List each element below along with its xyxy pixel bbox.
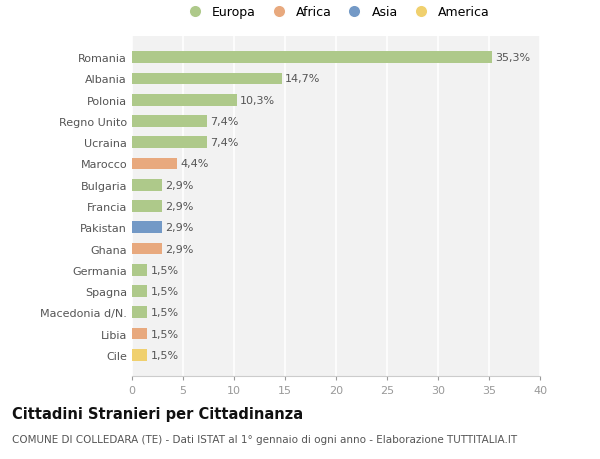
Text: 35,3%: 35,3% — [495, 53, 530, 63]
Text: 1,5%: 1,5% — [151, 265, 178, 275]
Bar — [132, 95, 237, 106]
Bar — [132, 307, 148, 319]
Text: 14,7%: 14,7% — [285, 74, 320, 84]
Text: 7,4%: 7,4% — [211, 117, 239, 127]
Legend: Europa, Africa, Asia, America: Europa, Africa, Asia, America — [178, 2, 494, 22]
Text: 1,5%: 1,5% — [151, 329, 178, 339]
Bar — [132, 137, 208, 149]
Text: 4,4%: 4,4% — [180, 159, 208, 169]
Bar — [132, 201, 161, 213]
Bar — [132, 52, 492, 64]
Bar — [132, 73, 282, 85]
Text: 2,9%: 2,9% — [164, 244, 193, 254]
Bar — [132, 158, 177, 170]
Bar — [132, 243, 161, 255]
Bar — [132, 285, 148, 297]
Bar — [132, 349, 148, 361]
Text: 2,9%: 2,9% — [164, 223, 193, 233]
Text: 1,5%: 1,5% — [151, 308, 178, 318]
Text: COMUNE DI COLLEDARA (TE) - Dati ISTAT al 1° gennaio di ogni anno - Elaborazione : COMUNE DI COLLEDARA (TE) - Dati ISTAT al… — [12, 434, 517, 444]
Text: Cittadini Stranieri per Cittadinanza: Cittadini Stranieri per Cittadinanza — [12, 406, 303, 421]
Bar — [132, 116, 208, 128]
Text: 2,9%: 2,9% — [164, 180, 193, 190]
Text: 2,9%: 2,9% — [164, 202, 193, 212]
Bar — [132, 179, 161, 191]
Text: 1,5%: 1,5% — [151, 286, 178, 297]
Text: 10,3%: 10,3% — [240, 95, 275, 106]
Bar — [132, 222, 161, 234]
Bar — [132, 328, 148, 340]
Bar — [132, 264, 148, 276]
Text: 1,5%: 1,5% — [151, 350, 178, 360]
Text: 7,4%: 7,4% — [211, 138, 239, 148]
